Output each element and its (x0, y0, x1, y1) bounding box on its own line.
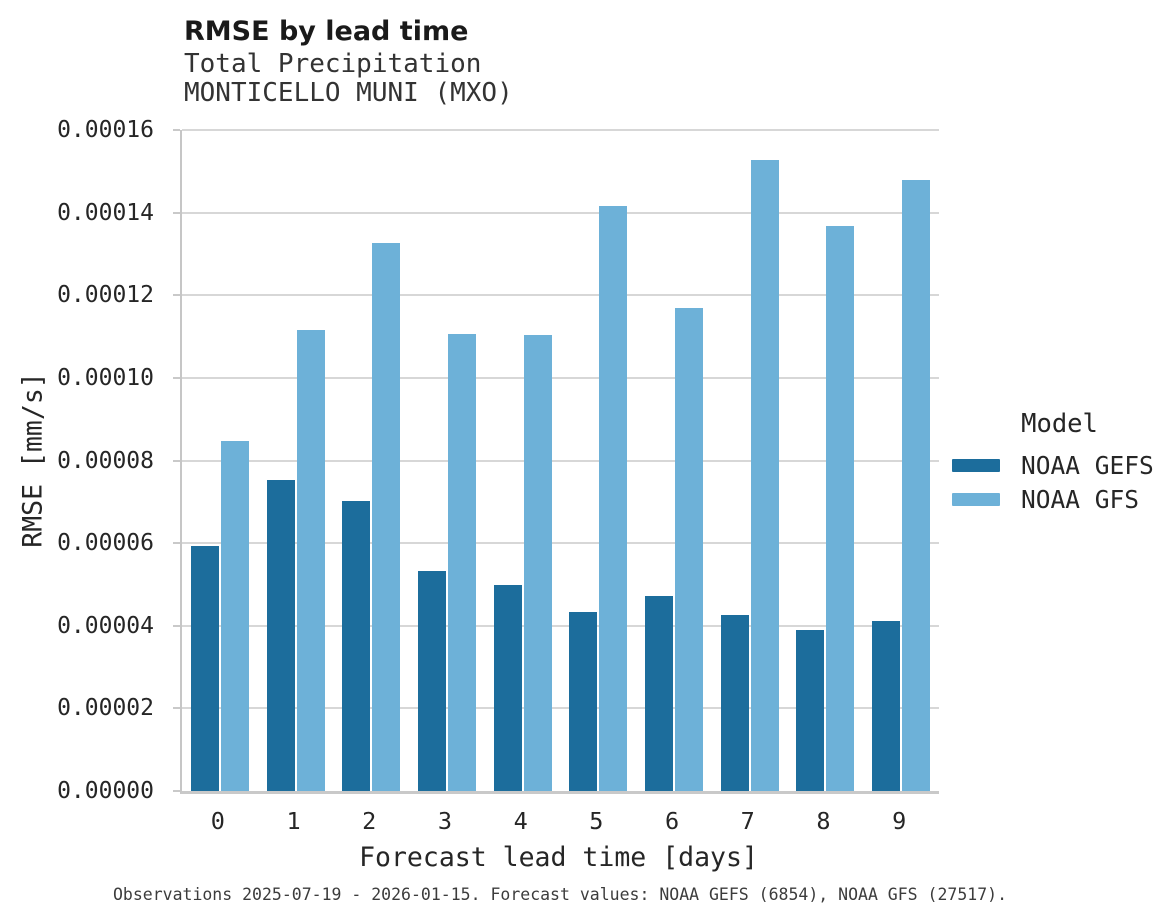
bar-noaa-gfs-day-0 (220, 441, 249, 791)
bar-noaa-gfs-day-1 (296, 329, 325, 791)
bar-noaa-gefs-day-9 (872, 620, 901, 791)
bar-noaa-gefs-day-0 (190, 546, 219, 791)
gridline (182, 211, 939, 214)
y-tick (173, 129, 180, 131)
chart-title: RMSE by lead time (184, 16, 469, 47)
bar-group-day-8 (788, 130, 864, 791)
y-tick-label: 0.00008 (57, 447, 154, 474)
bar-noaa-gfs-day-7 (750, 159, 779, 791)
bar-group-day-2 (333, 130, 409, 791)
bar-group-day-0 (182, 130, 258, 791)
y-axis-labels: 0.00000 0.00002 0.00004 0.00006 0.00008 0.000… (0, 117, 154, 804)
x-tick-label: 3 (437, 807, 453, 835)
bar-group-day-4 (485, 130, 561, 791)
bar-noaa-gefs-day-2 (342, 501, 371, 791)
bar-noaa-gfs-day-3 (447, 333, 476, 791)
chart-subtitle-line-2: MONTICELLO MUNI (MXO) (184, 77, 513, 108)
y-tick (173, 624, 180, 627)
x-axis-labels: 0 1 2 3 4 5 6 7 8 9 (180, 807, 937, 837)
bar-noaa-gefs-day-8 (796, 629, 825, 791)
x-tick-label: 2 (362, 807, 377, 835)
y-tick (173, 707, 180, 710)
y-tick-label: 0.00016 (57, 117, 154, 143)
bar-noaa-gfs-day-2 (372, 242, 401, 791)
bar-group-day-9 (863, 130, 939, 791)
bar-group-day-1 (258, 130, 334, 791)
x-axis-title: Forecast lead time [days] (359, 842, 758, 873)
bar-noaa-gfs-day-8 (826, 225, 855, 791)
x-tick-label: 8 (816, 807, 831, 835)
x-tick-label: 0 (210, 807, 225, 835)
y-tick (173, 211, 180, 214)
gridline (182, 542, 939, 545)
bar-noaa-gefs-day-3 (417, 570, 446, 791)
legend-label: NOAA GFS (1021, 484, 1140, 514)
bar-noaa-gfs-day-4 (523, 334, 552, 791)
y-tick-label: 0.00002 (57, 695, 154, 722)
y-tick-label: 0.00000 (57, 778, 154, 804)
bar-group-day-3 (409, 130, 485, 791)
bar-group-day-5 (561, 130, 637, 791)
bar-noaa-gefs-day-7 (720, 614, 749, 791)
bar-noaa-gfs-day-9 (902, 180, 931, 791)
y-tick-label: 0.00010 (57, 364, 154, 391)
x-tick-label: 1 (286, 807, 301, 835)
gridline (182, 376, 939, 379)
legend-entry-noaa-gfs: NOAA GFS (952, 482, 1167, 516)
bar-noaa-gefs-day-1 (266, 480, 295, 791)
gridline (182, 294, 939, 297)
y-tick-label: 0.00014 (57, 199, 154, 226)
x-tick-label: 4 (513, 807, 528, 835)
legend-entry-noaa-gefs: NOAA GEFS (952, 448, 1167, 482)
gridline (182, 459, 939, 462)
gridline (182, 624, 939, 627)
x-tick-label: 6 (664, 807, 680, 835)
bar-group-day-7 (712, 130, 788, 791)
legend-title: Model (1021, 409, 1098, 439)
legend-swatch-noaa-gefs (952, 458, 1000, 472)
bar-noaa-gfs-day-6 (675, 307, 704, 791)
y-tick (173, 294, 180, 297)
plot-area (173, 129, 939, 794)
x-tick-label: 5 (589, 807, 604, 835)
y-tick-label: 0.00006 (57, 530, 154, 557)
bar-group-day-6 (636, 130, 712, 791)
caption: Observations 2025-07-19 - 2026-01-15. Fo… (112, 885, 1008, 904)
gridline (182, 707, 939, 710)
chart-subtitle: Total Precipitation MONTICELLO MUNI (MXO… (184, 50, 513, 107)
chart-subtitle-line-1: Total Precipitation (184, 49, 482, 79)
bar-noaa-gefs-day-4 (493, 585, 522, 791)
bar-noaa-gfs-day-5 (599, 206, 628, 791)
y-tick (173, 542, 180, 545)
legend-entries: NOAA GEFS NOAA GFS (952, 448, 1167, 516)
y-tick (173, 459, 180, 462)
y-tick (173, 790, 180, 792)
legend-label: NOAA GEFS (1021, 450, 1154, 480)
bar-noaa-gefs-day-5 (569, 612, 598, 791)
gridline (182, 129, 939, 131)
x-tick-label: 9 (892, 807, 907, 835)
y-tick-label: 0.00004 (57, 612, 154, 639)
x-tick-label: 7 (740, 807, 755, 835)
legend: Model NOAA GEFS NOAA GFS (952, 409, 1167, 516)
bar-noaa-gefs-day-6 (645, 596, 674, 791)
y-tick (173, 376, 180, 379)
legend-swatch-noaa-gfs (952, 492, 1000, 506)
y-tick-label: 0.00012 (57, 282, 154, 309)
